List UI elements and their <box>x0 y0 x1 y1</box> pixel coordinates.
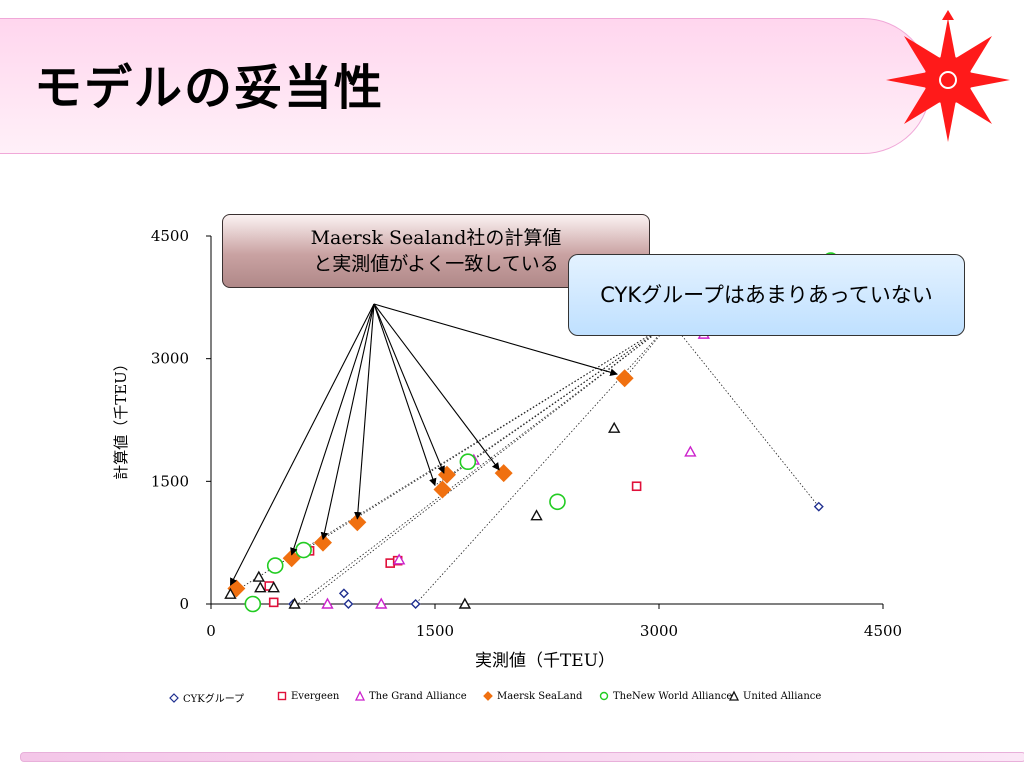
data-point <box>615 369 634 388</box>
data-point <box>266 557 284 574</box>
legend-marker-shape <box>169 692 179 703</box>
callout-arrow <box>373 303 500 471</box>
legend-marker <box>728 690 740 701</box>
header-band <box>0 18 931 154</box>
data-point <box>684 445 697 457</box>
y-tick-label: 1500 <box>151 472 189 490</box>
legend-item: Maersk SeaLand <box>482 690 582 702</box>
x-axis-label: 実測値（千TEU） <box>475 651 615 671</box>
data-point <box>254 581 267 593</box>
compass-star-logo <box>886 10 1010 142</box>
legend-marker-shape <box>277 691 287 701</box>
data-point <box>631 481 642 492</box>
data-point <box>338 588 349 599</box>
data-point <box>433 480 452 499</box>
data-point <box>458 597 472 609</box>
data-point <box>288 597 301 609</box>
guide-line <box>415 321 672 605</box>
legend-marker <box>169 692 179 703</box>
legend-item: Evergeen <box>276 690 339 702</box>
legend-label: CYKグループ <box>183 694 245 705</box>
data-point <box>268 597 279 608</box>
data-point <box>295 541 312 559</box>
guide-line <box>670 321 820 507</box>
chart-legend: CYKグループ Evergeen The Grand Alliance Maersk … <box>168 690 888 710</box>
cyk-callout: CYKグループはあまりあっていない <box>568 254 965 336</box>
y-tick-label: 0 <box>179 595 189 613</box>
data-point <box>321 597 334 609</box>
data-point <box>530 509 543 521</box>
legend-item: TheNew World Alliance <box>598 690 732 702</box>
callout-arrow <box>354 303 375 520</box>
chart-marks <box>224 252 840 613</box>
legend-marker-shape <box>728 690 740 701</box>
x-tick-label: 4500 <box>864 622 902 640</box>
guide-line <box>624 321 672 379</box>
data-point <box>267 581 280 593</box>
legend-marker <box>277 691 287 701</box>
y-axis-label: 計算値（千TEU） <box>112 356 130 480</box>
callout-arrow <box>320 303 375 541</box>
data-point <box>252 570 265 582</box>
callout-arrow <box>373 303 445 474</box>
page-title: モデルの妥当性 <box>34 60 385 116</box>
callout-arrow <box>229 303 375 586</box>
legend-marker-shape <box>354 690 366 701</box>
legend-marker-shape <box>483 691 493 701</box>
legend-label: The Grand Alliance <box>369 690 467 702</box>
guide-line <box>303 321 672 605</box>
x-tick-label: 0 <box>206 622 216 640</box>
chart-axes: 0 1500 3000 4500 0 1500 3000 4500 <box>151 227 902 640</box>
data-point <box>392 553 406 565</box>
callout-arrow <box>290 303 375 556</box>
data-point <box>224 587 237 599</box>
data-point <box>549 493 566 511</box>
x-tick-label: 3000 <box>640 622 678 640</box>
guide-line <box>297 321 672 605</box>
callout-arrows <box>229 303 618 586</box>
maersk-callout-line2: と実測値がよく一致している <box>313 253 559 275</box>
guide-line <box>291 321 672 559</box>
data-point <box>459 453 477 471</box>
data-point <box>608 421 621 433</box>
legend-marker <box>599 691 609 701</box>
legend-label: United Alliance <box>743 690 822 702</box>
legend-marker-shape <box>599 691 609 701</box>
legend-label: Maersk SeaLand <box>497 690 583 702</box>
footer-bar <box>20 752 1024 762</box>
legend-label: TheNew World Alliance <box>613 690 733 702</box>
legend-item: The Grand Alliance <box>354 690 467 702</box>
guide-lines <box>230 321 820 605</box>
legend-item: United Alliance <box>728 690 821 702</box>
x-tick-label: 1500 <box>416 622 454 640</box>
y-tick-label: 3000 <box>151 350 189 368</box>
callout-arrow <box>373 303 437 487</box>
legend-item: CYKグループ <box>168 690 244 705</box>
data-point <box>437 465 456 484</box>
data-point <box>343 599 354 609</box>
maersk-callout-line1: Maersk Sealand社の計算値 <box>310 227 562 249</box>
legend-label: Evergeen <box>291 690 340 702</box>
guide-line <box>449 321 672 477</box>
callout-arrow <box>373 303 618 376</box>
data-point <box>375 597 388 609</box>
data-point <box>244 595 262 613</box>
legend-marker <box>354 690 366 701</box>
y-tick-label: 4500 <box>151 227 189 245</box>
legend-marker <box>483 691 493 701</box>
data-point <box>813 501 824 512</box>
data-point <box>410 599 421 609</box>
